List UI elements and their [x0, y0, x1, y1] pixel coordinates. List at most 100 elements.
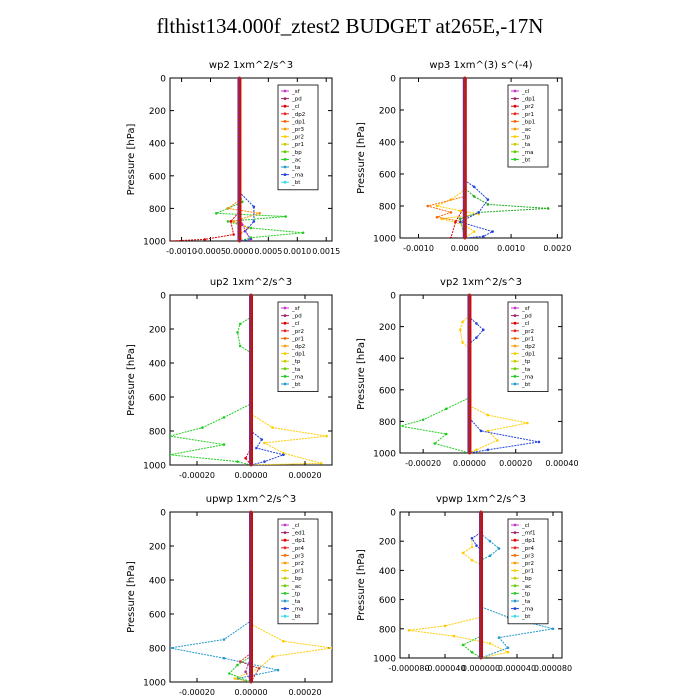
profile-marker: [249, 391, 253, 395]
profile-marker: [237, 219, 241, 223]
profile-marker: [463, 160, 467, 164]
profile-marker: [249, 442, 253, 446]
data-point: [271, 655, 274, 658]
data-point: [226, 207, 230, 210]
legend-marker: [513, 314, 517, 317]
profile-marker: [249, 463, 253, 467]
y-tick-label: 400: [149, 360, 166, 370]
y-tick-label: 800: [149, 645, 166, 655]
profile-marker: [467, 352, 471, 356]
chart-panel-4: vp2 1xm^2/s^3 Pressure [hPa] 0 200 400 600 800…: [356, 277, 579, 468]
profile-marker: [463, 200, 467, 204]
profile-marker: [467, 368, 471, 372]
data-point: [506, 650, 510, 654]
profile-marker: [249, 548, 253, 552]
y-tick-label: 400: [379, 139, 396, 149]
data-point: [486, 413, 490, 417]
profile-marker: [467, 376, 471, 380]
x-tick-label: 0.0010: [283, 247, 311, 256]
y-axis-label: Pressure [hPa]: [356, 549, 367, 621]
data-point: [482, 235, 485, 238]
profile-marker: [249, 455, 253, 458]
profile-marker: [479, 539, 483, 543]
legend-label: _dp1: [291, 119, 305, 125]
data-point: [452, 634, 456, 638]
legend-label: _ed1: [291, 531, 305, 537]
profile-marker: [467, 329, 471, 333]
profile-marker: [467, 415, 471, 419]
legend-label: _bt: [291, 382, 301, 388]
profile-marker: [463, 220, 467, 224]
y-tick-label: 1000: [143, 462, 166, 472]
legend-marker: [283, 321, 287, 325]
x-tick-label: -0.0005: [195, 247, 226, 256]
profile-marker: [479, 598, 483, 602]
profile-marker: [479, 620, 483, 623]
y-tick-label: 400: [379, 567, 396, 577]
profile-marker: [237, 227, 241, 231]
profile-marker: [467, 340, 471, 344]
profile-marker: [249, 357, 253, 361]
profile-marker: [237, 182, 241, 186]
y-tick-label: 800: [379, 418, 396, 428]
profile-marker: [467, 443, 471, 447]
profile-marker: [467, 360, 471, 364]
profile-marker: [467, 384, 471, 388]
legend-label: _ac: [291, 584, 301, 590]
profile-marker: [463, 84, 467, 88]
data-point: [258, 212, 262, 215]
profile-marker: [249, 565, 253, 569]
profile-marker: [467, 344, 471, 348]
series-line-dp1: [226, 78, 260, 241]
profile-marker: [249, 293, 253, 297]
x-tick-label: 0.000000: [462, 664, 500, 673]
data-point: [486, 198, 490, 201]
y-tick-label: 800: [379, 203, 396, 213]
profile-marker: [249, 361, 253, 365]
profile-marker: [467, 431, 471, 435]
legend-marker: [513, 329, 517, 333]
data-point: [244, 456, 247, 460]
legend-label: _tp: [521, 135, 531, 141]
series-line-ac: [462, 512, 482, 658]
profile-marker: [463, 188, 467, 192]
data-point: [461, 320, 464, 324]
data-point: [458, 209, 462, 213]
legend-marker: [283, 97, 287, 100]
legend-marker: [283, 104, 287, 108]
legend-marker: [513, 554, 517, 557]
profile-marker: [463, 136, 467, 140]
y-axis-label: Pressure [hPa]: [356, 338, 367, 410]
x-tick-label: 0.00000: [234, 471, 267, 480]
data-point: [170, 434, 172, 438]
legend-marker: [283, 561, 287, 565]
y-tick-label: 200: [379, 538, 396, 548]
profile-marker: [479, 525, 483, 529]
legend-label: _pd: [291, 314, 302, 320]
profile-marker: [237, 166, 241, 170]
profile-marker: [467, 336, 471, 340]
data-point: [228, 672, 231, 675]
y-tick-label: 600: [149, 172, 166, 182]
data-point: [263, 441, 266, 445]
profile-marker: [463, 112, 467, 116]
profile-marker: [249, 319, 253, 322]
profile-marker: [463, 124, 467, 128]
legend-marker: [513, 112, 517, 116]
profile-marker: [249, 553, 253, 556]
x-tick-label: 0.0015: [312, 247, 340, 256]
legend-marker: [513, 523, 517, 527]
profile-marker: [463, 144, 467, 148]
profile-marker: [237, 121, 241, 125]
profile-marker: [249, 557, 253, 561]
profile-marker: [467, 380, 471, 384]
chart-title: wp2 1xm^2/s^3: [209, 60, 293, 71]
data-point: [282, 453, 285, 457]
data-point: [170, 239, 172, 241]
data-point: [497, 547, 501, 550]
legend-marker: [513, 337, 517, 340]
data-point: [475, 336, 478, 340]
figure-title: flthist134.000f_ztest2 BUDGET at265E,-17…: [156, 14, 544, 38]
profile-marker: [237, 194, 241, 198]
profile-marker: [237, 186, 241, 190]
